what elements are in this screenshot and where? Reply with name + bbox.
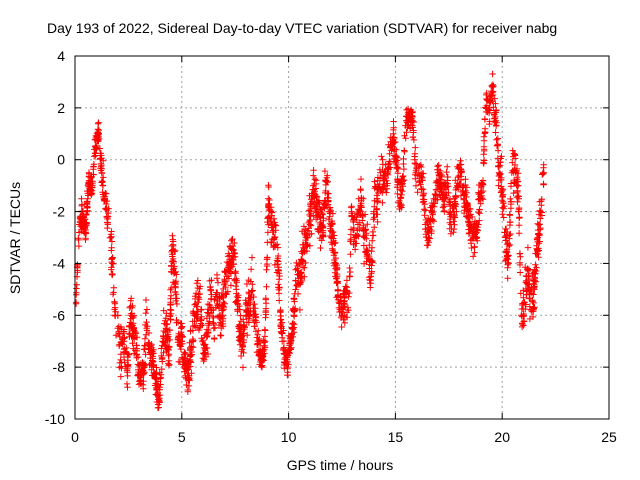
y-tick-label: 4 [57, 48, 65, 64]
y-axis-label: SDTVAR / TECUs [7, 182, 23, 294]
chart-title: Day 193 of 2022, Sidereal Day-to-day VTE… [47, 20, 557, 36]
x-tick-label: 25 [601, 429, 617, 445]
x-tick-label: 20 [494, 429, 510, 445]
axis-ticks: 0 5 10 15 20 25 -10 -8 -6 -4 -2 0 2 4 [45, 48, 617, 445]
y-tick-label: -2 [53, 204, 66, 220]
x-tick-label: 5 [178, 429, 186, 445]
y-tick-label: -6 [53, 307, 66, 323]
x-axis-label: GPS time / hours [287, 457, 394, 473]
y-tick-label: -10 [45, 411, 65, 427]
y-tick-label: -4 [53, 255, 66, 271]
y-tick-label: -8 [53, 359, 66, 375]
y-tick-label: 2 [57, 100, 65, 116]
x-tick-label: 10 [281, 429, 297, 445]
plot-frame [74, 55, 610, 420]
sdtvar-plus-markers [72, 70, 548, 412]
data-points [72, 70, 548, 412]
x-tick-label: 0 [71, 429, 79, 445]
y-tick-label: 0 [57, 152, 65, 168]
x-tick-label: 15 [388, 429, 404, 445]
